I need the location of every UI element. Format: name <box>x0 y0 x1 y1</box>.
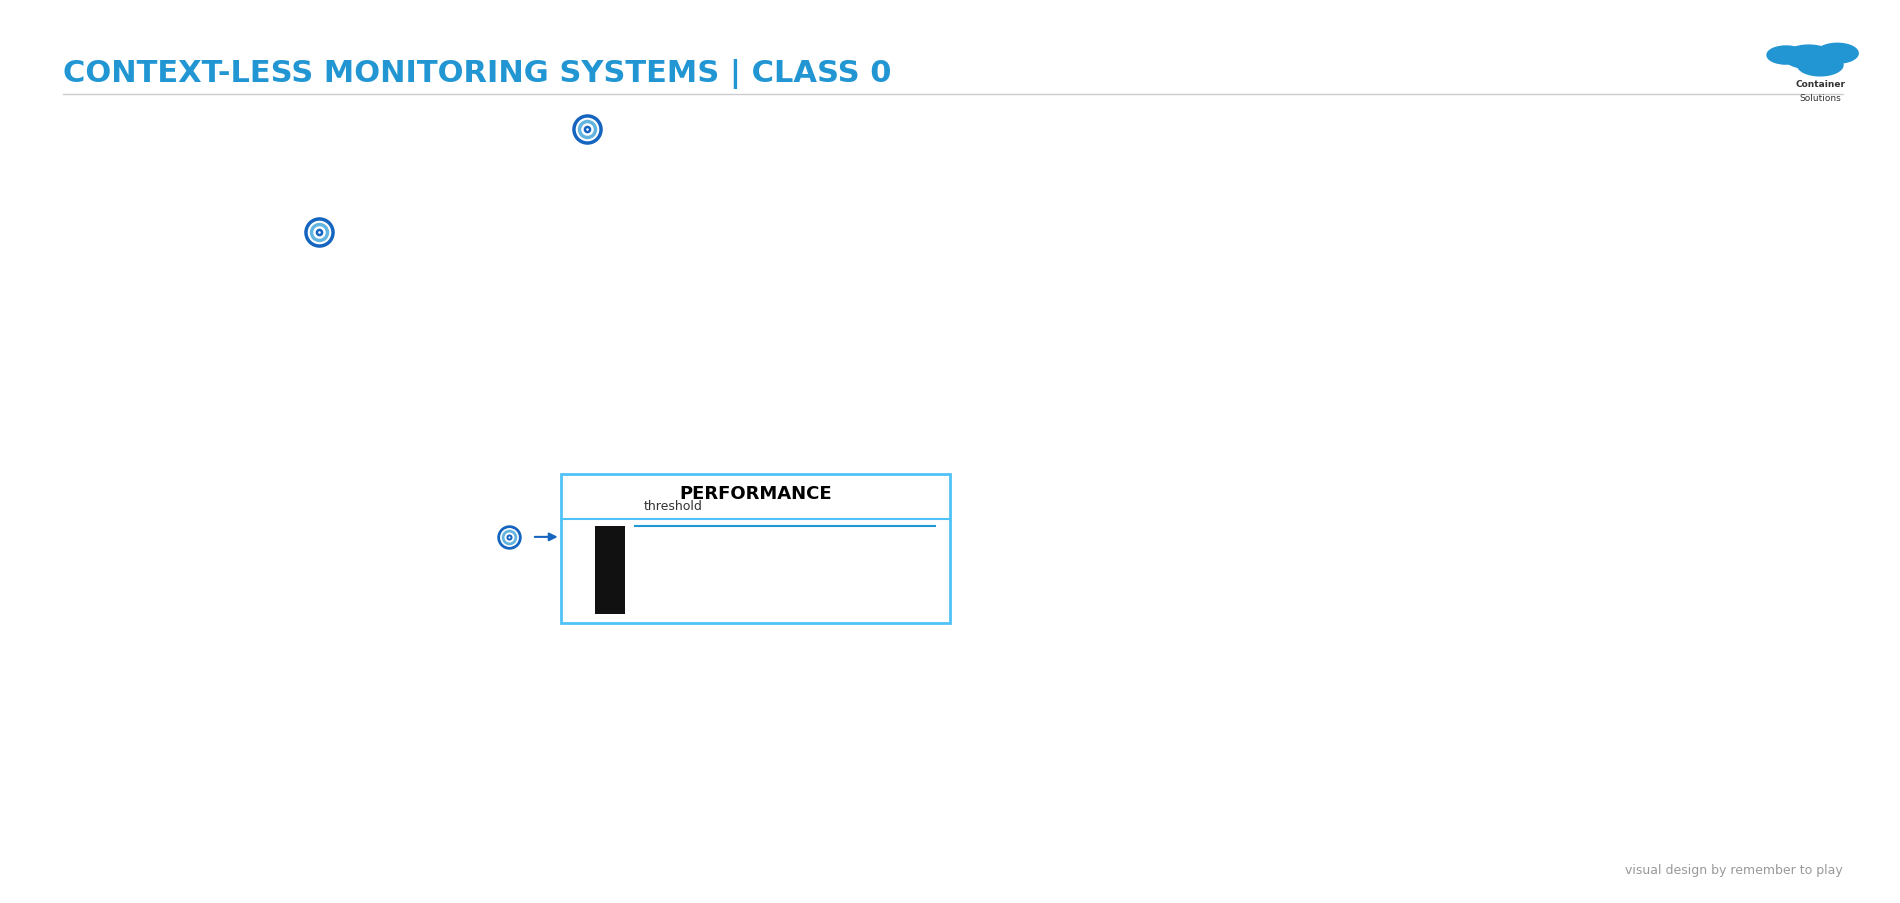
Text: Container: Container <box>1796 79 1845 88</box>
Text: PERFORMANCE: PERFORMANCE <box>678 485 832 503</box>
Bar <box>595 526 625 614</box>
Circle shape <box>1784 46 1834 70</box>
Text: Solutions: Solutions <box>1799 94 1841 103</box>
Text: CONTEXT-LESS MONITORING SYSTEMS | CLASS 0: CONTEXT-LESS MONITORING SYSTEMS | CLASS … <box>63 59 891 88</box>
Circle shape <box>1767 47 1805 65</box>
FancyBboxPatch shape <box>560 474 950 623</box>
Text: threshold: threshold <box>644 500 703 513</box>
Text: visual design by remember to play: visual design by remember to play <box>1624 863 1843 876</box>
Circle shape <box>1797 55 1843 77</box>
Circle shape <box>1816 44 1858 64</box>
